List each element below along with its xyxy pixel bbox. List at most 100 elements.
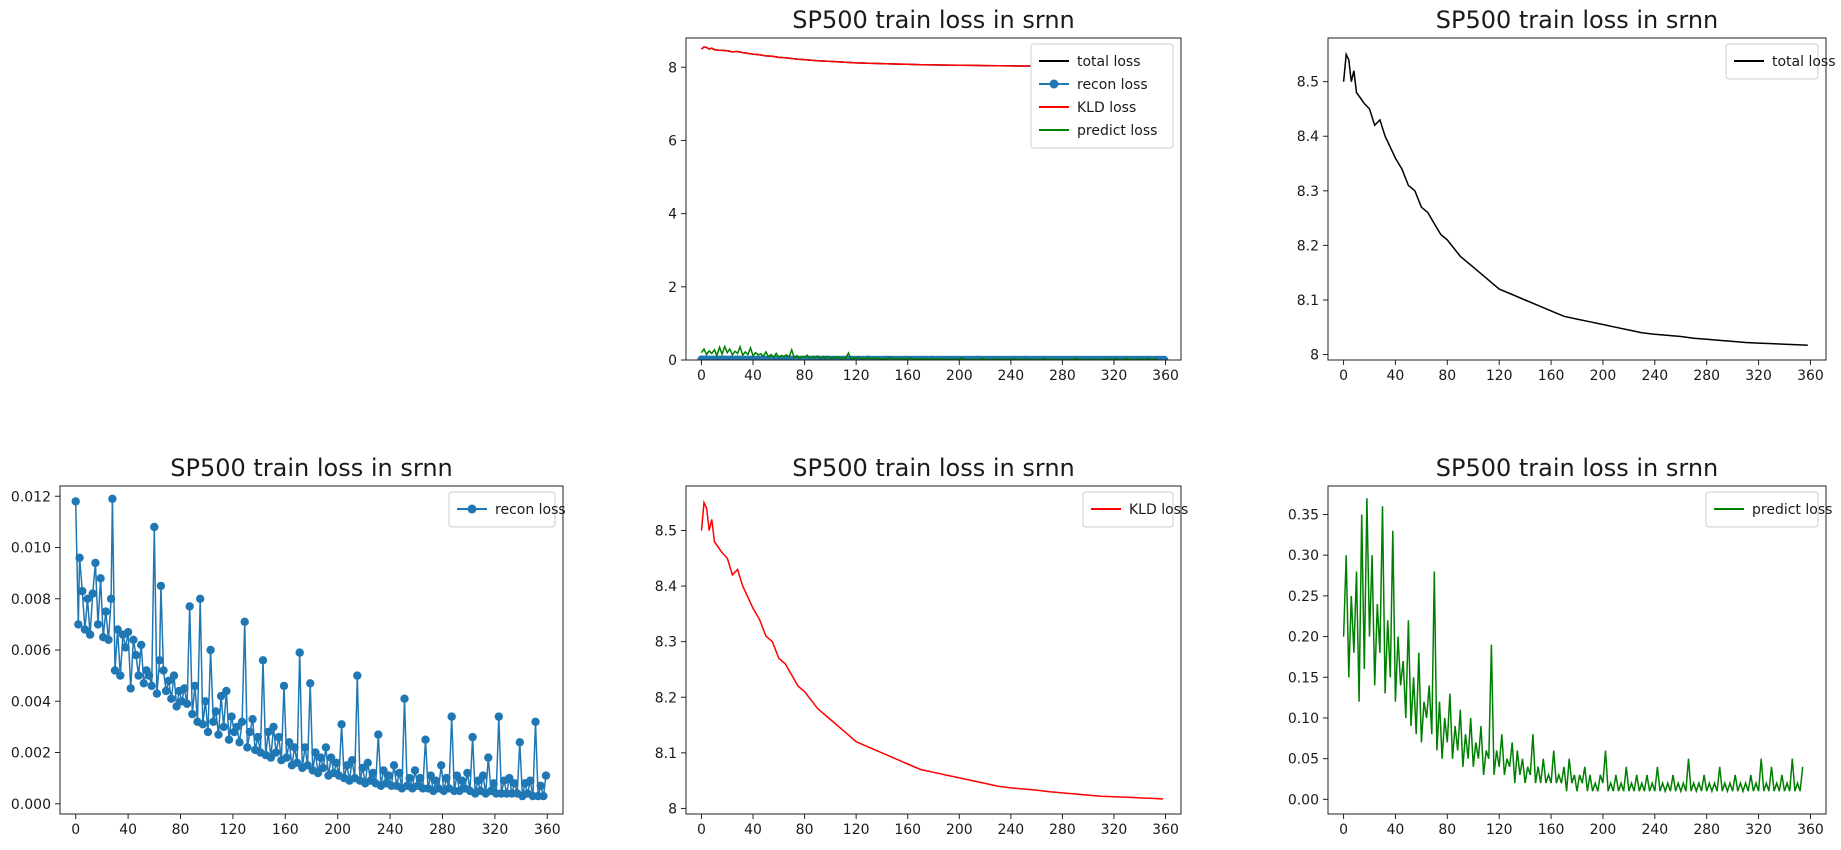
series-point (416, 773, 425, 783)
y-tick-label: 0 (668, 353, 677, 369)
x-tick-label: 280 (1693, 822, 1720, 838)
series-point (93, 620, 103, 629)
legend-label: KLD loss (1077, 100, 1136, 116)
series-point (144, 671, 154, 680)
x-tick-label: 280 (1693, 368, 1720, 384)
x-tick-label: 0 (697, 822, 706, 838)
series-point (295, 648, 304, 657)
x-tick-label: 200 (324, 822, 351, 838)
series-point (137, 640, 146, 650)
legend: total loss recon loss KLD loss predict loss (1030, 43, 1174, 149)
series-point (150, 522, 159, 532)
series-point (185, 602, 194, 611)
series-point (319, 763, 328, 773)
legend-label: predict loss (1752, 502, 1832, 518)
series-point (74, 620, 83, 629)
series-point (104, 635, 113, 644)
y-tick-label: 8.2 (655, 690, 677, 706)
series-point (224, 735, 234, 744)
series-point (468, 732, 477, 742)
chart-title: SP500 train loss in srnn (792, 454, 1075, 482)
series-point (410, 766, 420, 775)
series-point (167, 694, 176, 703)
series-point (196, 594, 205, 603)
x-tick-label: 240 (997, 368, 1024, 384)
x-tick-label: 80 (796, 368, 814, 384)
series-point (216, 691, 226, 701)
series-point (258, 656, 268, 665)
series-point (510, 779, 519, 788)
series-point (243, 743, 252, 752)
series-point (129, 635, 138, 644)
axes-frame (1327, 37, 1827, 361)
x-tick-label: 120 (843, 368, 870, 384)
series-line-KLD-loss (700, 499, 1164, 800)
series-point (91, 558, 100, 568)
series-point (313, 768, 323, 778)
x-tick-label: 160 (894, 822, 921, 838)
series-point (80, 625, 90, 634)
series-point (222, 686, 231, 696)
series-point (457, 776, 467, 785)
x-tick-label: 240 (1641, 368, 1668, 384)
x-tick-label: 120 (1486, 822, 1513, 838)
x-tick-label: 200 (946, 822, 973, 838)
chart-title: SP500 train loss in srnn (792, 6, 1075, 34)
x-tick-label: 240 (377, 822, 404, 838)
x-tick-label: 40 (744, 822, 762, 838)
y-tick-label: 0.00 (1288, 792, 1319, 808)
series-point (311, 748, 320, 757)
x-tick-label: 280 (1049, 368, 1076, 384)
series-point (78, 586, 87, 596)
series-point (379, 766, 388, 775)
y-tick-label: 8 (1310, 348, 1319, 364)
legend-label: KLD loss (1129, 502, 1188, 518)
series-point (473, 776, 483, 785)
x-tick-label: 40 (744, 368, 762, 384)
series-point (139, 679, 148, 688)
x-tick-label: 360 (1152, 368, 1179, 384)
series-point (271, 748, 281, 757)
x-tick-label: 360 (1152, 822, 1179, 838)
y-tick-label: 0.010 (11, 541, 51, 557)
series-point (316, 753, 325, 762)
y-tick-label: 6 (668, 133, 677, 149)
series-line-recon-loss (74, 498, 547, 797)
x-tick-label: 120 (220, 822, 247, 838)
series-point (326, 753, 336, 762)
series-point (463, 768, 472, 778)
chart-4: SP500 train loss in srnn 0 40 80 120 160 200 24… (655, 454, 1189, 838)
series-point (147, 681, 156, 691)
series-point (285, 738, 294, 747)
series-point (134, 671, 143, 680)
series-point (131, 650, 141, 660)
series-point (201, 697, 210, 706)
series-point (353, 671, 362, 680)
series-point (110, 666, 120, 675)
series-point (363, 758, 372, 767)
y-tick-label: 0.006 (11, 643, 51, 659)
plot-area (700, 499, 1164, 800)
series-point (1160, 355, 1169, 360)
series-point (494, 712, 503, 721)
series-point (269, 722, 278, 732)
series-point (347, 756, 357, 765)
series-point (321, 743, 331, 752)
y-tick-label: 8 (668, 60, 677, 76)
x-tick-label: 120 (1486, 368, 1513, 384)
legend-box (1082, 491, 1174, 528)
chart-title: SP500 train loss in srnn (1436, 454, 1719, 482)
series-point (431, 776, 441, 785)
series-point (203, 727, 213, 737)
x-tick-label: 80 (172, 822, 190, 838)
y-tick-label: 0.15 (1288, 670, 1319, 686)
x-tick-label: 80 (796, 822, 814, 838)
series-point (368, 768, 378, 778)
series-point (209, 717, 218, 726)
legend-label: predict loss (1077, 123, 1157, 139)
series-point (400, 694, 409, 703)
x-tick-label: 0 (1339, 368, 1348, 384)
legend: predict loss (1705, 491, 1832, 528)
x-tick-label: 40 (119, 822, 137, 838)
